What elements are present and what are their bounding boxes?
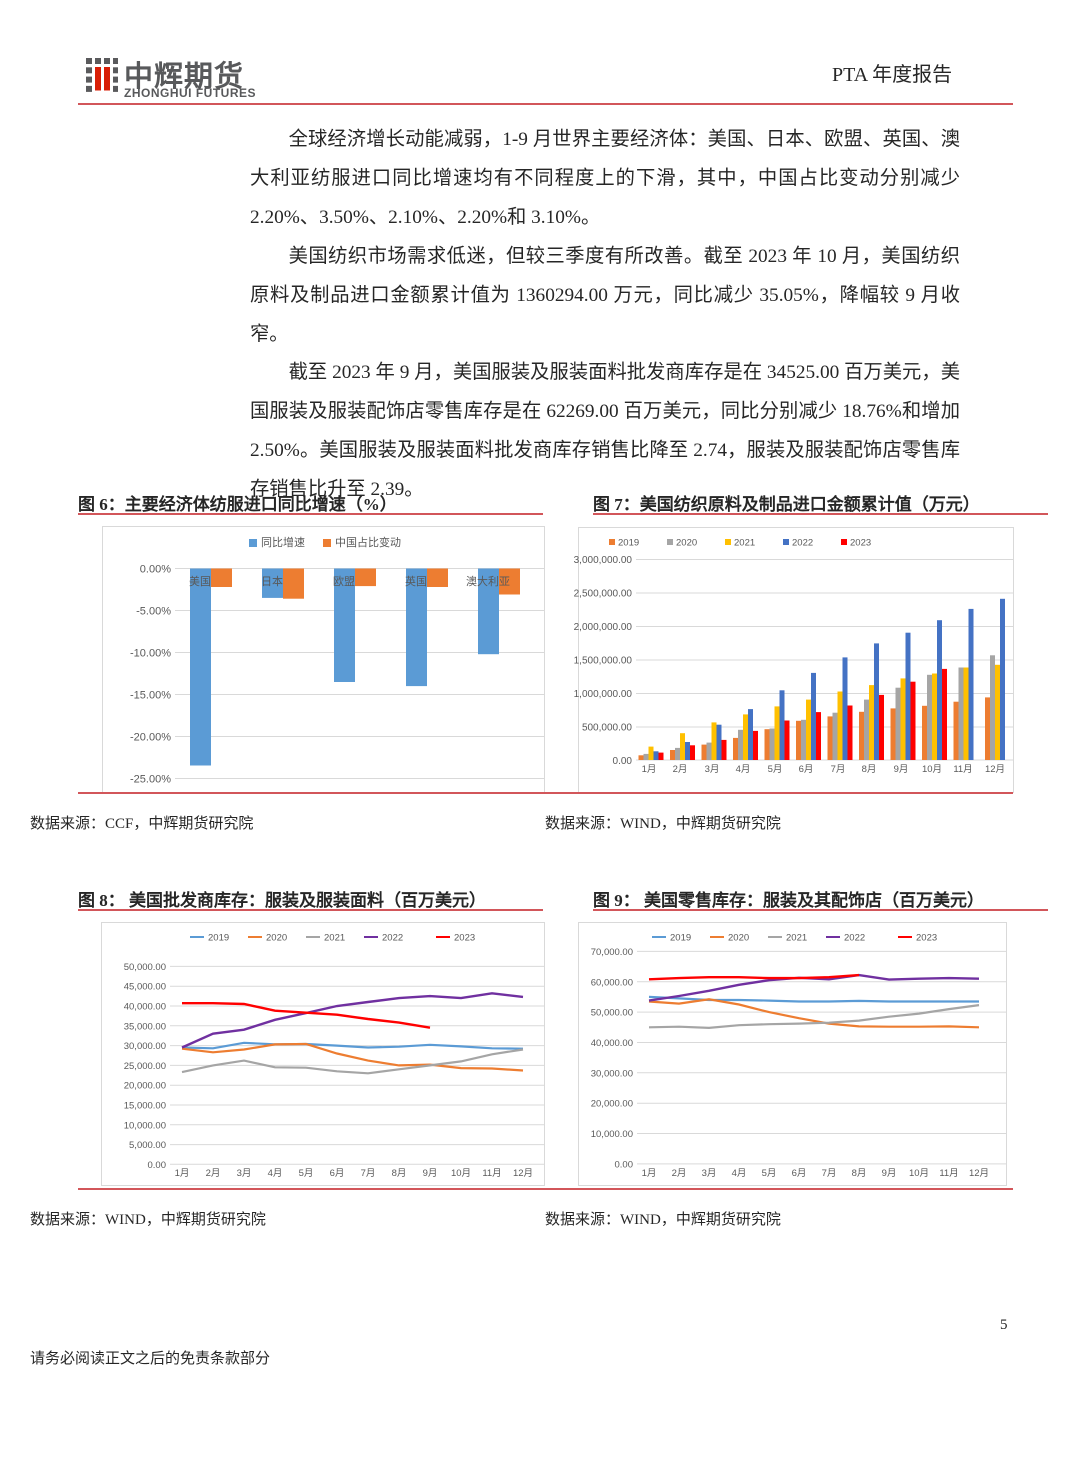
svg-text:30,000.00: 30,000.00 (124, 1041, 166, 1052)
svg-text:35,000.00: 35,000.00 (124, 1021, 166, 1032)
svg-text:40,000.00: 40,000.00 (124, 1002, 166, 1013)
svg-text:60,000.00: 60,000.00 (591, 977, 633, 988)
svg-text:20,000.00: 20,000.00 (591, 1099, 633, 1110)
svg-text:45,000.00: 45,000.00 (124, 982, 166, 993)
svg-text:-25.00%: -25.00% (130, 774, 171, 786)
svg-text:中国占比变动: 中国占比变动 (335, 535, 401, 549)
svg-text:2022: 2022 (382, 933, 403, 944)
svg-text:2023: 2023 (916, 933, 937, 944)
svg-text:1,000,000.00: 1,000,000.00 (574, 689, 633, 700)
svg-text:2019: 2019 (670, 933, 691, 944)
svg-text:6月: 6月 (792, 1168, 807, 1179)
svg-text:10月: 10月 (922, 764, 942, 775)
svg-text:4月: 4月 (732, 1168, 747, 1179)
svg-text:2021: 2021 (786, 933, 807, 944)
svg-text:25,000.00: 25,000.00 (124, 1061, 166, 1072)
svg-text:2023: 2023 (850, 538, 871, 549)
svg-text:40,000.00: 40,000.00 (591, 1038, 633, 1049)
svg-text:20,000.00: 20,000.00 (124, 1081, 166, 1092)
svg-text:-20.00%: -20.00% (130, 732, 171, 744)
svg-text:1月: 1月 (642, 1168, 657, 1179)
svg-text:1,500,000.00: 1,500,000.00 (574, 656, 633, 667)
svg-text:7月: 7月 (831, 764, 846, 775)
svg-text:2月: 2月 (206, 1168, 221, 1179)
svg-text:2022: 2022 (844, 933, 865, 944)
svg-text:3,000,000.00: 3,000,000.00 (574, 555, 633, 566)
svg-text:12月: 12月 (513, 1168, 533, 1179)
svg-text:8月: 8月 (392, 1168, 407, 1179)
svg-text:6月: 6月 (799, 764, 814, 775)
svg-text:9月: 9月 (894, 764, 909, 775)
svg-text:2,000,000.00: 2,000,000.00 (574, 622, 633, 633)
svg-text:2月: 2月 (672, 1168, 687, 1179)
svg-text:美国: 美国 (189, 575, 211, 588)
svg-text:2月: 2月 (673, 764, 688, 775)
svg-text:30,000.00: 30,000.00 (591, 1068, 633, 1079)
svg-text:10,000.00: 10,000.00 (591, 1129, 633, 1140)
svg-text:日本: 日本 (261, 574, 283, 588)
svg-text:3月: 3月 (705, 764, 720, 775)
svg-text:2019: 2019 (208, 933, 229, 944)
svg-text:10月: 10月 (909, 1168, 929, 1179)
svg-text:2020: 2020 (728, 933, 749, 944)
svg-text:9月: 9月 (423, 1168, 438, 1179)
svg-text:1月: 1月 (642, 764, 657, 775)
svg-text:3月: 3月 (702, 1168, 717, 1179)
svg-text:2,500,000.00: 2,500,000.00 (574, 589, 633, 600)
svg-text:5,000.00: 5,000.00 (129, 1140, 166, 1151)
svg-text:7月: 7月 (361, 1168, 376, 1179)
svg-text:2020: 2020 (676, 538, 697, 549)
svg-text:2020: 2020 (266, 933, 287, 944)
svg-text:12月: 12月 (969, 1168, 989, 1179)
svg-text:0.00%: 0.00% (140, 564, 171, 576)
svg-text:50,000.00: 50,000.00 (124, 962, 166, 973)
svg-text:11月: 11月 (953, 764, 972, 775)
svg-text:澳大利亚: 澳大利亚 (466, 574, 510, 588)
svg-text:2019: 2019 (618, 538, 639, 549)
svg-text:欧盟: 欧盟 (333, 575, 355, 588)
svg-text:9月: 9月 (882, 1168, 897, 1179)
svg-text:6月: 6月 (330, 1168, 345, 1179)
svg-text:0.00: 0.00 (615, 1159, 634, 1170)
svg-text:-15.00%: -15.00% (130, 690, 171, 702)
svg-text:8月: 8月 (852, 1168, 867, 1179)
svg-text:50,000.00: 50,000.00 (591, 1008, 633, 1019)
svg-text:0.00: 0.00 (613, 756, 633, 767)
svg-text:15,000.00: 15,000.00 (124, 1101, 166, 1112)
svg-text:10,000.00: 10,000.00 (124, 1120, 166, 1131)
svg-text:10月: 10月 (451, 1168, 471, 1179)
svg-text:-10.00%: -10.00% (130, 648, 171, 660)
svg-text:2021: 2021 (324, 933, 345, 944)
svg-text:70,000.00: 70,000.00 (591, 947, 633, 958)
svg-text:12月: 12月 (985, 764, 1005, 775)
svg-text:英国: 英国 (405, 574, 427, 588)
svg-text:2022: 2022 (792, 538, 813, 549)
svg-text:1月: 1月 (175, 1168, 190, 1179)
svg-text:2021: 2021 (734, 538, 755, 549)
svg-text:5月: 5月 (762, 1168, 777, 1179)
svg-text:-5.00%: -5.00% (136, 606, 171, 618)
svg-text:0.00: 0.00 (148, 1160, 167, 1171)
svg-text:11月: 11月 (482, 1168, 501, 1179)
svg-text:5月: 5月 (768, 764, 783, 775)
svg-text:8月: 8月 (862, 764, 877, 775)
svg-text:4月: 4月 (736, 764, 751, 775)
svg-text:3月: 3月 (237, 1168, 252, 1179)
svg-text:7月: 7月 (822, 1168, 837, 1179)
svg-text:4月: 4月 (268, 1168, 283, 1179)
svg-text:2023: 2023 (454, 933, 475, 944)
svg-text:500,000.00: 500,000.00 (582, 723, 632, 734)
svg-text:5月: 5月 (299, 1168, 314, 1179)
svg-text:同比增速: 同比增速 (261, 535, 305, 549)
svg-text:11月: 11月 (939, 1168, 958, 1179)
